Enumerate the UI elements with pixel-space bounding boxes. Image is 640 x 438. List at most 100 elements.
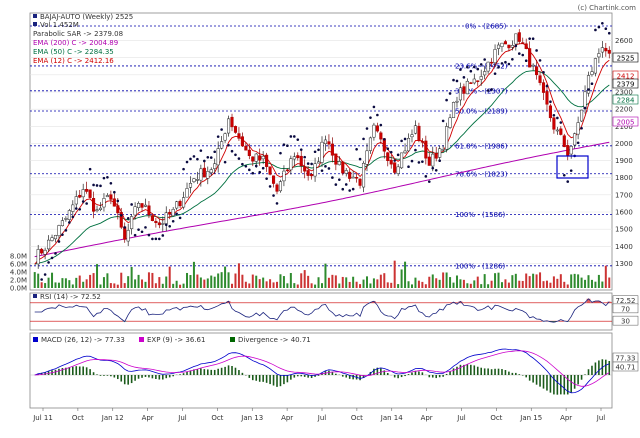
sar-dot xyxy=(64,229,68,232)
sar-dot xyxy=(341,187,345,191)
candle-body xyxy=(258,155,262,161)
sar-dot xyxy=(400,139,403,143)
candle-body xyxy=(254,153,258,162)
volume-bar xyxy=(410,284,413,288)
candle-body xyxy=(60,220,64,227)
candle-body xyxy=(341,161,345,174)
sar-dot xyxy=(424,175,428,178)
rsi-badge-box xyxy=(612,315,639,326)
sar-dot xyxy=(517,52,521,55)
volume-bar xyxy=(386,282,389,288)
candle-body xyxy=(320,141,324,163)
volume-bar xyxy=(123,283,126,288)
sar-dot xyxy=(407,165,410,169)
candle-body xyxy=(130,216,134,229)
candle-body xyxy=(188,183,193,188)
sar-dot xyxy=(552,113,556,117)
volume-bar xyxy=(428,276,431,288)
volume-bar xyxy=(258,279,261,288)
volume-bar xyxy=(293,283,296,288)
sar-dot xyxy=(268,185,272,188)
candle-body xyxy=(389,159,393,165)
volume-bar xyxy=(282,276,285,288)
volume-bar xyxy=(334,275,337,288)
price-tick-label: 1500 xyxy=(615,226,633,234)
sar-dot xyxy=(147,233,151,237)
volume-bar xyxy=(476,276,479,288)
sar-dot xyxy=(320,169,324,172)
candle-body xyxy=(168,211,172,215)
sar-dot xyxy=(434,168,438,172)
sar-dot xyxy=(504,60,507,64)
sar-dot xyxy=(206,155,210,159)
candle-body xyxy=(88,189,92,198)
candle-body xyxy=(123,226,127,240)
sar-dot xyxy=(414,148,417,152)
volume-bar xyxy=(455,275,458,288)
candle-body xyxy=(538,75,542,83)
candle-body xyxy=(233,126,238,133)
macd-badge-box xyxy=(612,361,639,372)
volume-bar xyxy=(563,281,566,288)
rsi-legend-label: RSI (14) -> 72.52 xyxy=(40,293,101,301)
candle-body xyxy=(36,249,40,265)
sar-dot xyxy=(40,278,43,281)
sar-dot xyxy=(601,21,604,25)
candle-body xyxy=(230,116,234,128)
sar-dot xyxy=(317,148,320,152)
volume-bar xyxy=(372,278,375,288)
sar-dot xyxy=(254,164,258,168)
candle-body xyxy=(164,212,168,224)
candle-body xyxy=(514,33,518,45)
candle-body xyxy=(541,82,546,93)
volume-bar xyxy=(137,274,140,288)
volume-bar xyxy=(68,280,71,288)
sar-dot xyxy=(106,175,109,179)
sar-dot xyxy=(99,184,102,188)
volume-bar xyxy=(248,283,251,288)
sar-dot xyxy=(171,219,175,223)
sar-dot xyxy=(583,106,587,110)
sar-dot xyxy=(355,147,358,151)
candle-body xyxy=(566,145,570,156)
sar-dot xyxy=(209,156,213,159)
volume-bar xyxy=(376,279,379,288)
sar-dot xyxy=(85,202,88,205)
volume-bar xyxy=(459,279,462,288)
candle-body xyxy=(406,137,411,152)
sar-dot xyxy=(130,203,133,206)
candle-body xyxy=(403,150,407,154)
sar-dot xyxy=(47,261,50,264)
sar-dot xyxy=(441,119,445,123)
candle-body xyxy=(479,76,483,80)
volume-bar xyxy=(590,279,593,288)
candle-body xyxy=(441,149,445,151)
candle-body xyxy=(545,91,549,105)
volume-bar xyxy=(487,284,490,288)
sar-dot xyxy=(604,27,608,30)
sar-dot xyxy=(594,28,597,32)
candle-body xyxy=(427,156,431,166)
sar-dot xyxy=(500,62,504,65)
sar-dot xyxy=(71,215,75,219)
candle-body xyxy=(358,178,362,186)
volume-bar xyxy=(196,274,199,288)
volume-bar xyxy=(220,272,223,288)
candle-body xyxy=(365,150,369,165)
value-badge-text: 2525 xyxy=(617,55,635,63)
candle-body xyxy=(462,86,466,94)
volume-bar xyxy=(528,276,531,288)
volume-bar xyxy=(542,281,545,288)
volume-bar xyxy=(54,282,57,288)
volume-bar xyxy=(359,284,362,288)
sar-dot xyxy=(466,65,469,69)
volume-bar xyxy=(102,277,105,288)
volume-bar xyxy=(532,273,535,288)
volume-bar xyxy=(296,284,299,288)
candle-body xyxy=(334,153,338,165)
candle-body xyxy=(64,218,68,220)
candle-body xyxy=(74,196,78,205)
volume-bar xyxy=(89,274,92,288)
